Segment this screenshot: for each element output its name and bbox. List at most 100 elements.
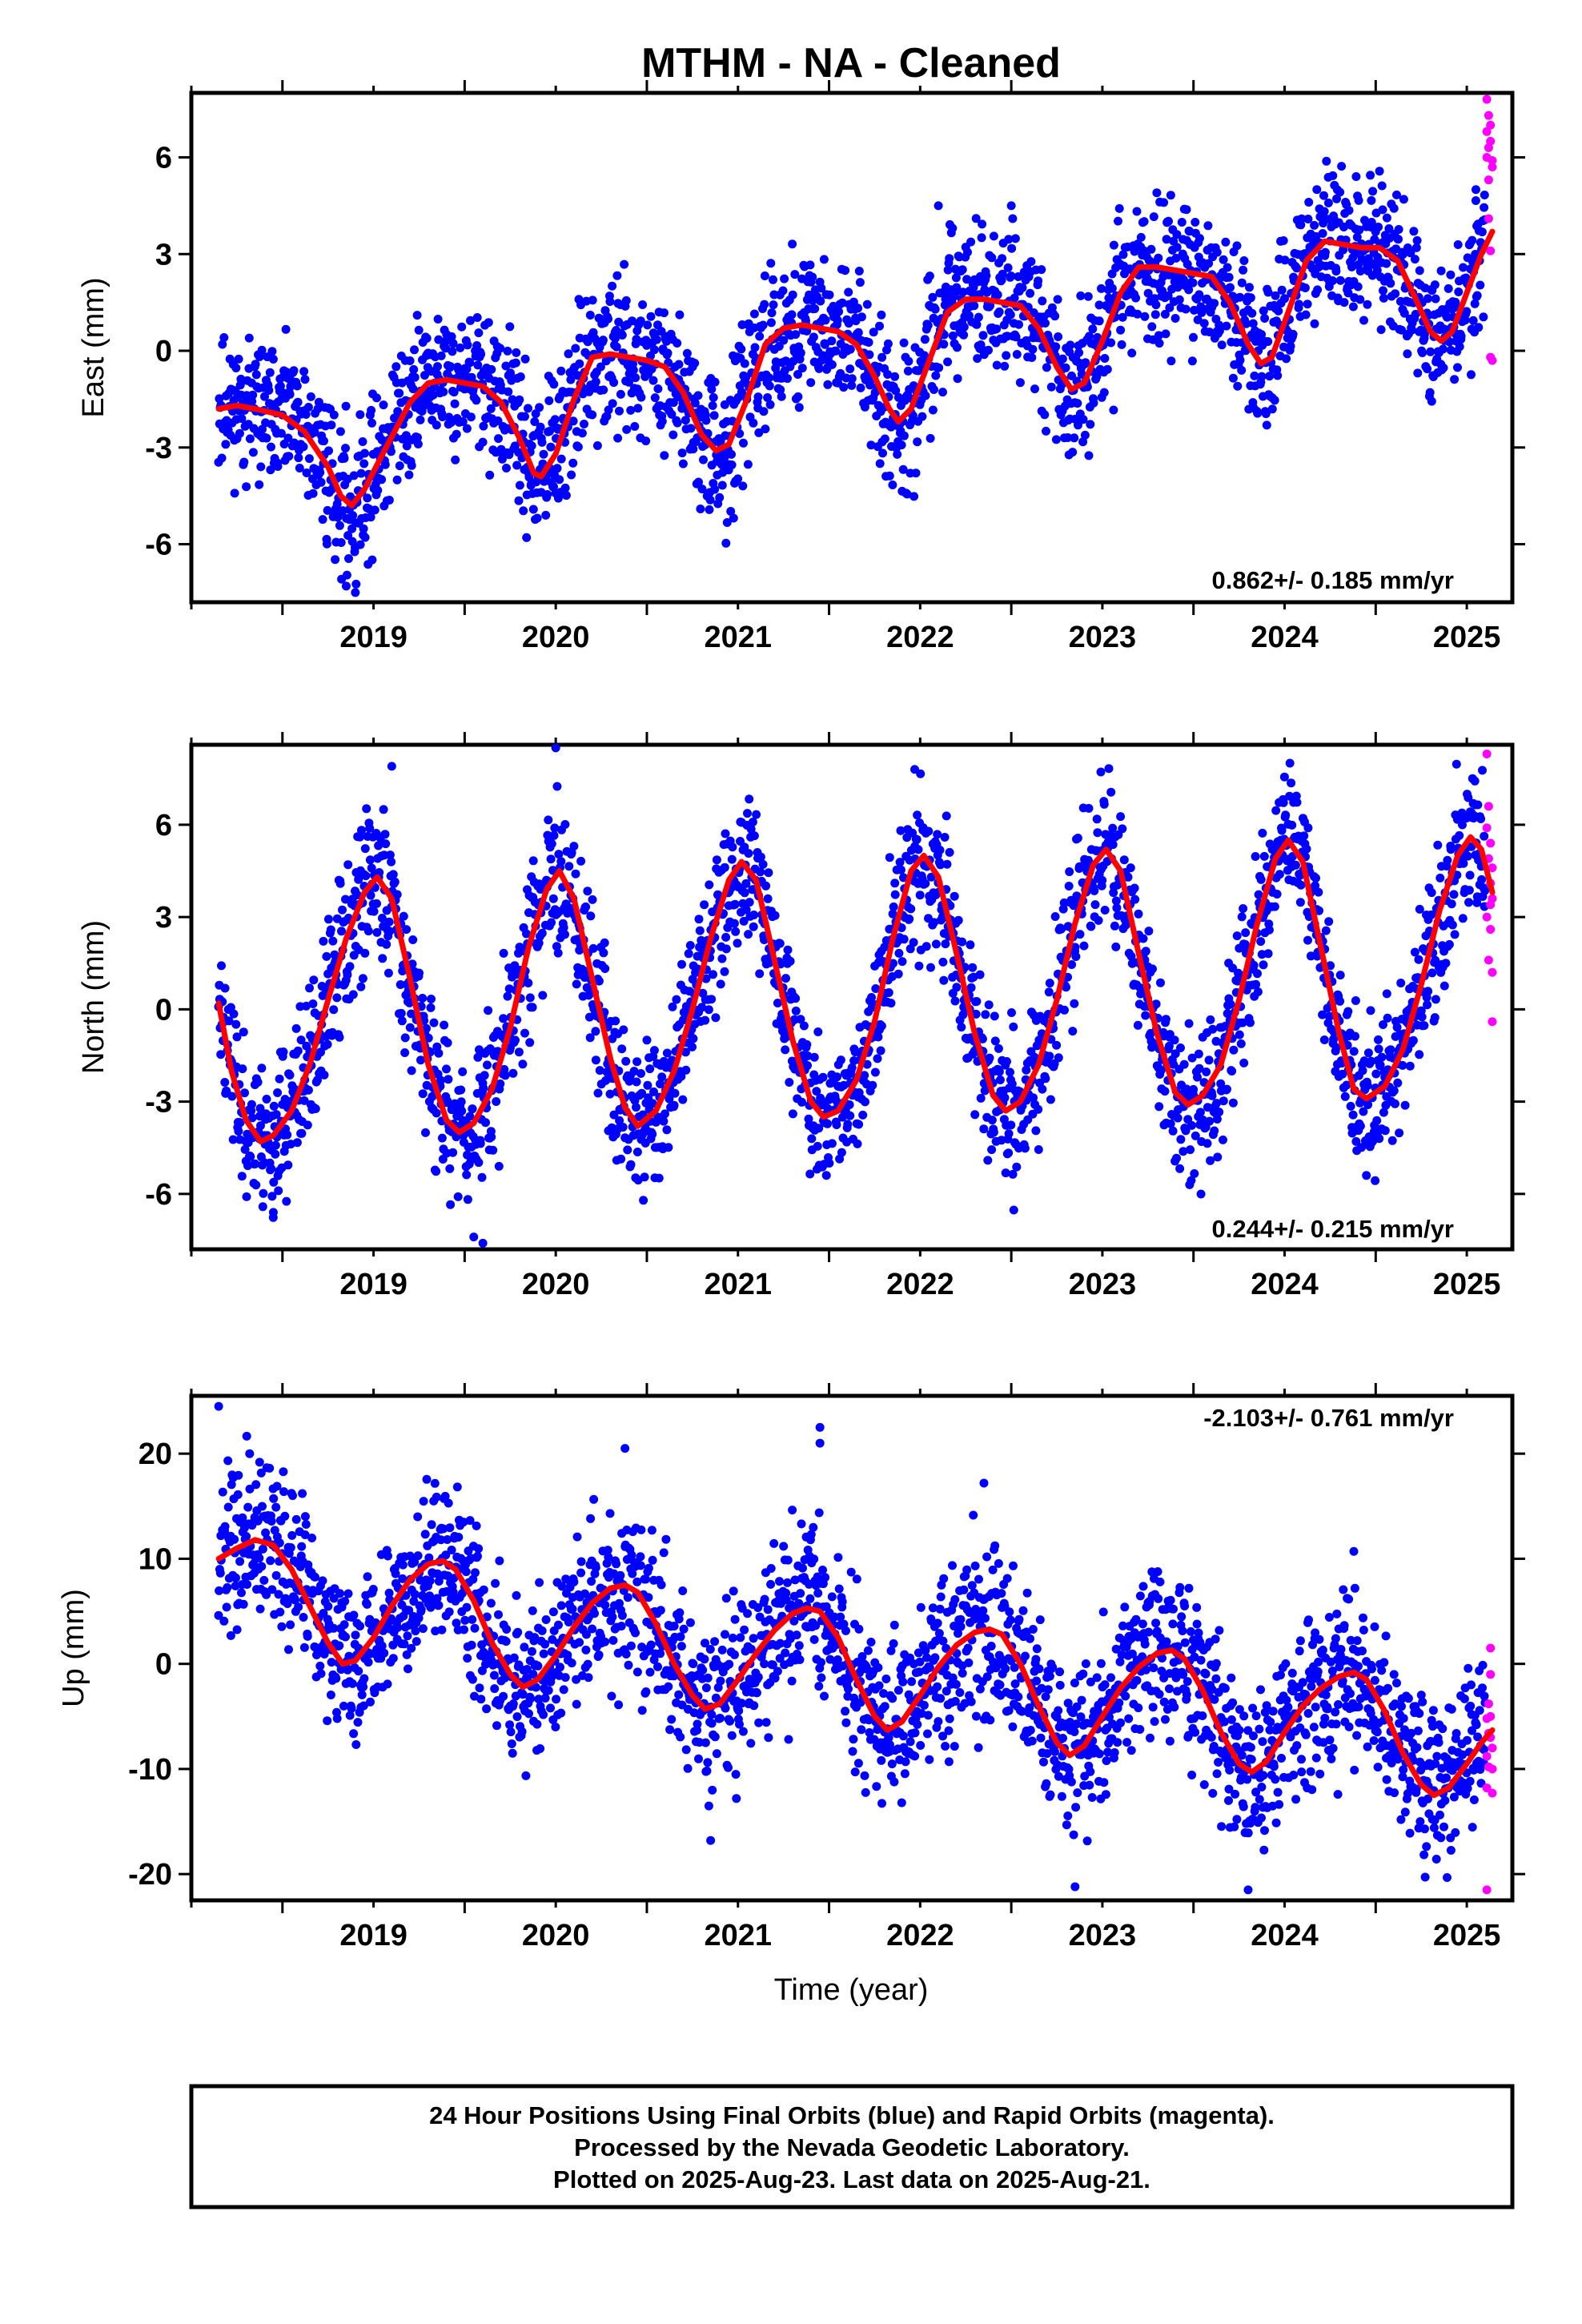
final-orbit-point [1102, 364, 1112, 374]
final-orbit-point [537, 437, 547, 447]
final-orbit-point [219, 333, 229, 342]
final-orbit-point [615, 406, 624, 416]
final-orbit-point [623, 1145, 632, 1155]
final-orbit-point [631, 373, 640, 383]
final-orbit-point [1239, 256, 1249, 265]
final-orbit-point [1219, 255, 1228, 264]
final-orbit-point [948, 331, 958, 340]
final-orbit-point [1159, 198, 1169, 207]
final-orbit-point [560, 930, 569, 939]
final-orbit-point [395, 388, 404, 398]
final-orbit-point [418, 994, 428, 1003]
final-orbit-point [452, 429, 461, 439]
final-orbit-point [448, 347, 457, 356]
final-orbit-point [508, 1068, 518, 1078]
final-orbit-point [643, 320, 652, 330]
final-orbit-point [745, 794, 754, 804]
final-orbit-point [952, 983, 962, 992]
final-orbit-point [689, 444, 698, 454]
final-orbit-point [436, 351, 446, 360]
final-orbit-point [1184, 1019, 1194, 1028]
final-orbit-point [303, 1120, 312, 1130]
final-orbit-point [522, 533, 532, 542]
final-orbit-point [230, 1534, 239, 1544]
final-orbit-point [1359, 316, 1368, 325]
final-orbit-point [1480, 886, 1490, 895]
final-orbit-point [652, 335, 661, 344]
final-orbit-point [1405, 1061, 1415, 1071]
final-orbit-point [359, 524, 368, 533]
final-orbit-point [717, 954, 727, 963]
final-orbit-point [1141, 947, 1150, 956]
final-orbit-point [636, 316, 645, 326]
final-orbit-point [292, 1138, 302, 1148]
final-orbit-point [794, 403, 804, 412]
final-orbit-point [1443, 283, 1453, 293]
final-orbit-point [323, 505, 332, 515]
final-orbit-point [940, 833, 950, 842]
final-orbit-point [788, 239, 797, 249]
final-orbit-point [564, 862, 574, 871]
final-orbit-point [1206, 1015, 1215, 1024]
final-orbit-point [237, 414, 247, 424]
final-orbit-point [1106, 338, 1116, 348]
x-tick-label: 2019 [339, 1919, 408, 1952]
final-orbit-point [451, 455, 460, 464]
final-orbit-point [1458, 914, 1468, 923]
final-orbit-point [378, 954, 387, 963]
final-orbit-point [1217, 340, 1227, 350]
final-orbit-point [1148, 964, 1157, 974]
final-orbit-point [791, 994, 801, 1003]
final-orbit-point [749, 418, 758, 428]
final-orbit-point [648, 376, 658, 385]
final-orbit-point [1045, 1051, 1054, 1061]
final-orbit-point [591, 377, 600, 387]
final-orbit-point [360, 448, 369, 458]
final-orbit-point [1367, 195, 1376, 205]
final-orbit-point [1166, 191, 1175, 200]
final-orbit-point [331, 555, 340, 565]
final-orbit-point [1362, 1171, 1371, 1180]
final-orbit-point [547, 839, 556, 849]
final-orbit-point [527, 441, 536, 451]
final-orbit-point [1267, 404, 1277, 414]
final-orbit-point [1002, 351, 1011, 360]
final-orbit-point [456, 1085, 466, 1095]
final-orbit-point [740, 359, 749, 368]
final-orbit-point [466, 412, 476, 422]
final-orbit-point [1395, 1128, 1404, 1138]
final-orbit-point [511, 358, 520, 368]
final-orbit-point [566, 375, 576, 384]
final-orbit-point [384, 917, 394, 927]
final-orbit-point [463, 1195, 472, 1204]
final-orbit-point [684, 949, 693, 959]
final-orbit-point [327, 420, 336, 430]
final-orbit-point [433, 362, 442, 372]
final-orbit-point [729, 919, 739, 928]
final-orbit-point [878, 448, 887, 458]
final-orbit-point [674, 360, 684, 369]
final-orbit-point [341, 581, 351, 591]
final-orbit-point [362, 804, 371, 814]
final-orbit-point [571, 344, 580, 353]
final-orbit-point [832, 1120, 841, 1129]
final-orbit-point [821, 316, 830, 325]
final-orbit-point [617, 331, 627, 340]
final-orbit-point [1399, 195, 1408, 204]
final-orbit-point [731, 927, 741, 936]
final-orbit-point [1471, 196, 1480, 205]
final-orbit-point [462, 1170, 472, 1180]
final-orbit-point [1090, 900, 1100, 910]
final-orbit-point [379, 805, 388, 814]
final-orbit-point [638, 300, 648, 309]
final-orbit-point [1270, 396, 1279, 405]
final-orbit-point [649, 345, 659, 355]
final-orbit-point [271, 1149, 280, 1159]
final-orbit-point [1382, 213, 1391, 223]
rapid-orbit-point [1484, 214, 1493, 223]
final-orbit-point [1086, 922, 1096, 931]
final-orbit-point [877, 1021, 886, 1031]
final-orbit-point [1279, 798, 1288, 807]
final-orbit-point [1328, 171, 1338, 180]
